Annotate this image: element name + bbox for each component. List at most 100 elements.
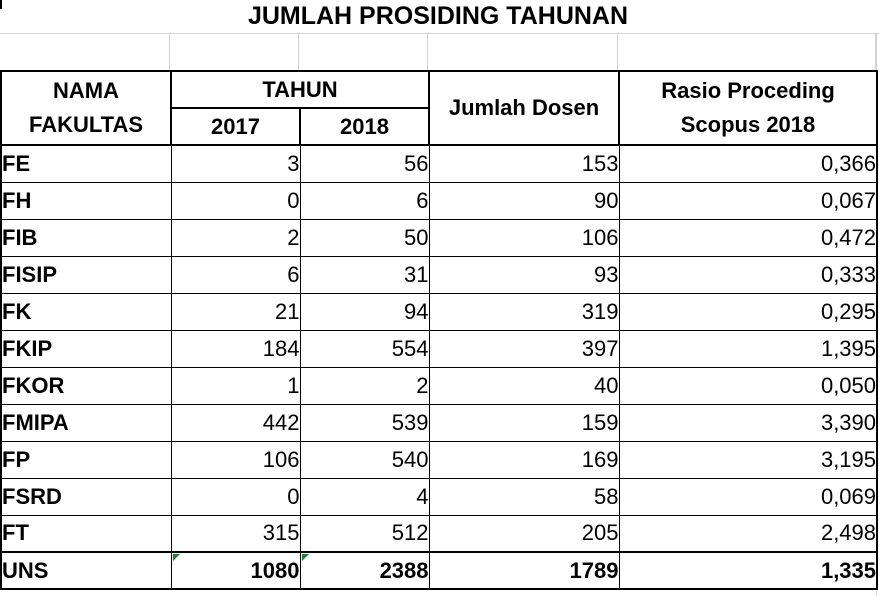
table-row: FSRD 0 4 58 0,069 [0, 477, 878, 516]
rasio-cell[interactable]: 0,295 [618, 292, 878, 331]
prosiding-2018-cell[interactable]: 512 [299, 514, 430, 553]
table-row: FISIP 6 31 93 0,333 [0, 255, 878, 294]
jumlah-dosen-cell[interactable]: 169 [428, 440, 620, 479]
jumlah-dosen-cell[interactable]: 153 [428, 144, 620, 183]
header-row-1: NAMA FAKULTAS TAHUN Jumlah Dosen Rasio P… [0, 70, 879, 146]
faculty-cell[interactable]: FISIP [0, 255, 172, 294]
prosiding-2018-cell[interactable]: 50 [299, 218, 430, 257]
jumlah-dosen-cell[interactable]: 205 [428, 514, 620, 553]
error-indicator-triangle [301, 554, 309, 561]
empty-cell[interactable] [0, 34, 170, 70]
header-2017[interactable]: 2017 [170, 107, 301, 146]
prosiding-2017-cell[interactable]: 106 [170, 440, 301, 479]
header-rasio-line1: Rasio Proceding [661, 78, 835, 103]
prosiding-2018-cell[interactable]: 56 [299, 144, 430, 183]
faculty-cell[interactable]: FKOR [0, 366, 172, 405]
faculty-cell[interactable]: FT [0, 514, 172, 553]
rasio-cell[interactable]: 0,067 [618, 181, 878, 220]
prosiding-2017-cell[interactable]: 0 [170, 477, 301, 516]
faculty-cell[interactable]: FK [0, 292, 172, 331]
jumlah-dosen-total-cell[interactable]: 1789 [428, 551, 620, 590]
header-nama-fakultas[interactable]: NAMA FAKULTAS [0, 70, 172, 146]
prosiding-2017-total-cell[interactable]: 1080 [170, 551, 301, 590]
prosiding-2018-total-cell[interactable]: 2388 [299, 551, 430, 590]
cell-border-tick [0, 0, 2, 9]
table-row: FKIP 184 554 397 1,395 [0, 329, 878, 368]
prosiding-2018-cell[interactable]: 2 [299, 366, 430, 405]
prosiding-2018-cell[interactable]: 31 [299, 255, 430, 294]
rasio-cell[interactable]: 3,390 [618, 403, 878, 442]
prosiding-2017-cell[interactable]: 21 [170, 292, 301, 331]
prosiding-2017-cell[interactable]: 184 [170, 329, 301, 368]
prosiding-2017-cell[interactable]: 3 [170, 144, 301, 183]
header-fakultas-line: FAKULTAS [28, 112, 144, 137]
rasio-cell[interactable]: 1,395 [618, 329, 878, 368]
prosiding-2018-cell[interactable]: 554 [299, 329, 430, 368]
faculty-cell[interactable]: FE [0, 144, 172, 183]
table-row: FP 106 540 169 3,195 [0, 440, 878, 479]
faculty-cell-total[interactable]: UNS [0, 551, 172, 590]
header-tahun[interactable]: TAHUN [169, 70, 431, 109]
rasio-cell[interactable]: 0,069 [618, 477, 878, 516]
faculty-cell[interactable]: FP [0, 440, 172, 479]
total-2017-value: 1080 [250, 557, 300, 583]
total-2018-value: 2388 [379, 557, 429, 583]
jumlah-dosen-cell[interactable]: 319 [428, 292, 620, 331]
header-row-2: 2017 2018 [1, 107, 877, 146]
rasio-cell[interactable]: 2,498 [618, 514, 878, 553]
empty-cell[interactable] [428, 34, 618, 70]
table-row: FE 3 56 153 0,366 [0, 144, 878, 183]
header-rasio-proceding[interactable]: Rasio Proceding Scopus 2018 [618, 70, 879, 146]
header-rasio-line2: Scopus 2018 [680, 112, 816, 137]
table-row: FK 21 94 319 0,295 [0, 292, 878, 331]
faculty-cell[interactable]: FMIPA [0, 403, 172, 442]
prosiding-2018-cell[interactable]: 94 [299, 292, 430, 331]
table-row: FMIPA 442 539 159 3,390 [0, 403, 878, 442]
jumlah-dosen-cell[interactable]: 40 [428, 366, 620, 405]
rasio-cell[interactable]: 0,050 [618, 366, 878, 405]
faculty-cell[interactable]: FIB [0, 218, 172, 257]
empty-cell[interactable] [170, 34, 299, 70]
rasio-cell[interactable]: 3,195 [618, 440, 878, 479]
page-title: JUMLAH PROSIDING TAHUNAN [247, 2, 629, 30]
prosiding-2017-cell[interactable]: 6 [170, 255, 301, 294]
jumlah-dosen-cell[interactable]: 58 [428, 477, 620, 516]
proceedings-table: NAMA FAKULTAS TAHUN Jumlah Dosen Rasio P… [0, 70, 879, 590]
rasio-cell[interactable]: 0,333 [618, 255, 878, 294]
error-indicator-triangle [172, 554, 180, 561]
table-row: FIB 2 50 106 0,472 [0, 218, 878, 257]
rasio-cell[interactable]: 0,366 [618, 144, 878, 183]
jumlah-dosen-cell[interactable]: 159 [428, 403, 620, 442]
empty-grid-row [0, 34, 876, 70]
table-row: FT 315 512 205 2,498 [0, 514, 878, 553]
header-nama-line: NAMA [53, 78, 119, 103]
jumlah-dosen-cell[interactable]: 106 [428, 218, 620, 257]
faculty-cell[interactable]: FKIP [0, 329, 172, 368]
table-row: FH 0 6 90 0,067 [0, 181, 878, 220]
prosiding-2017-cell[interactable]: 442 [170, 403, 301, 442]
prosiding-2018-cell[interactable]: 4 [299, 477, 430, 516]
faculty-cell[interactable]: FH [0, 181, 172, 220]
empty-cell[interactable] [618, 34, 876, 70]
jumlah-dosen-cell[interactable]: 397 [428, 329, 620, 368]
prosiding-2017-cell[interactable]: 2 [170, 218, 301, 257]
header-jumlah-dosen[interactable]: Jumlah Dosen [428, 70, 621, 146]
prosiding-2017-cell[interactable]: 1 [170, 366, 301, 405]
gridline-horizontal [0, 33, 879, 34]
prosiding-2017-cell[interactable]: 0 [170, 181, 301, 220]
faculty-cell[interactable]: FSRD [0, 477, 172, 516]
jumlah-dosen-cell[interactable]: 93 [428, 255, 620, 294]
jumlah-dosen-cell[interactable]: 90 [428, 181, 620, 220]
prosiding-2018-cell[interactable]: 6 [299, 181, 430, 220]
rasio-cell[interactable]: 0,472 [618, 218, 878, 257]
prosiding-2018-cell[interactable]: 539 [299, 403, 430, 442]
prosiding-2018-cell[interactable]: 540 [299, 440, 430, 479]
title-cell[interactable]: JUMLAH PROSIDING TAHUNAN [0, 0, 876, 33]
total-row: UNS 1080 2388 1789 1,335 [0, 551, 878, 590]
rasio-total-cell[interactable]: 1,335 [618, 551, 878, 590]
header-2018[interactable]: 2018 [298, 107, 431, 146]
prosiding-2017-cell[interactable]: 315 [170, 514, 301, 553]
empty-cell[interactable] [299, 34, 428, 70]
table-row: FKOR 1 2 40 0,050 [0, 366, 878, 405]
